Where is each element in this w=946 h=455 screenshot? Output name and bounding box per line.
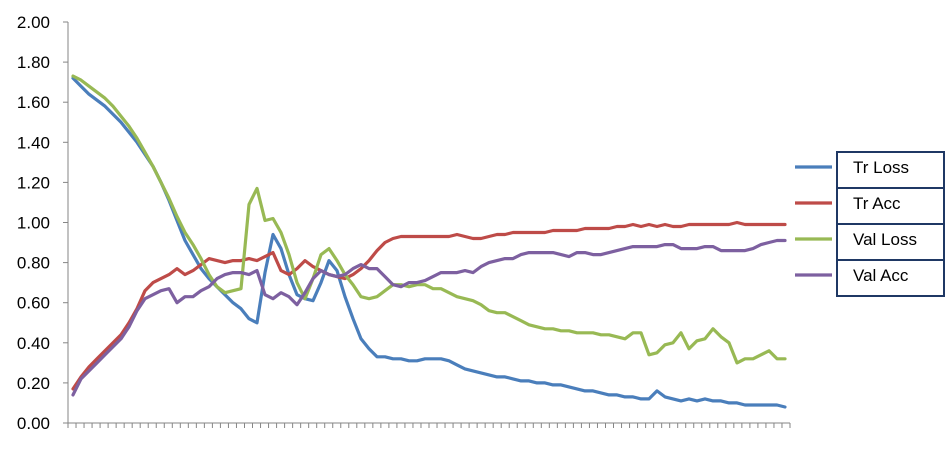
y-tick-label: 1.40 (17, 133, 50, 152)
legend-entry: Val Loss (795, 223, 945, 261)
plot-lines (71, 74, 787, 409)
legend-label: Val Loss (853, 230, 917, 249)
y-tick-label: 1.20 (17, 173, 50, 192)
legend-label: Tr Loss (853, 158, 909, 177)
y-tick-label: 1.60 (17, 93, 50, 112)
series-line-val-acc (71, 238, 787, 397)
y-tick-label: 1.00 (17, 214, 50, 233)
legend-entry: Tr Acc (795, 187, 945, 225)
y-tick-label: 2.00 (17, 13, 50, 32)
legend-label: Tr Acc (853, 194, 901, 213)
legend-entry: Val Acc (795, 259, 945, 297)
y-axis-tick-labels: 0.00 0.20 0.40 0.60 0.80 1.00 1.20 1.40 1.60 1.80… (17, 13, 50, 433)
y-tick-label: 0.40 (17, 334, 50, 353)
series-line-tr-loss (71, 76, 787, 409)
legend-label: Val Acc (853, 266, 909, 285)
y-tick-label: 0.20 (17, 374, 50, 393)
y-tick-label: 0.00 (17, 414, 50, 433)
legend-entry: Tr Loss (795, 151, 945, 189)
legend-label-box (836, 187, 945, 225)
legend-label-box (836, 151, 945, 189)
y-tick-label: 0.60 (17, 294, 50, 313)
y-tick-label: 1.80 (17, 53, 50, 72)
legend-label-box (836, 259, 945, 297)
legend-label-box (836, 223, 945, 261)
axes (63, 21, 791, 428)
series-line-tr-acc (71, 220, 787, 391)
series-line-val-loss (71, 74, 787, 365)
y-tick-label: 0.80 (17, 254, 50, 273)
legend: Tr Loss Tr Acc Val Loss Val Acc (795, 151, 945, 297)
